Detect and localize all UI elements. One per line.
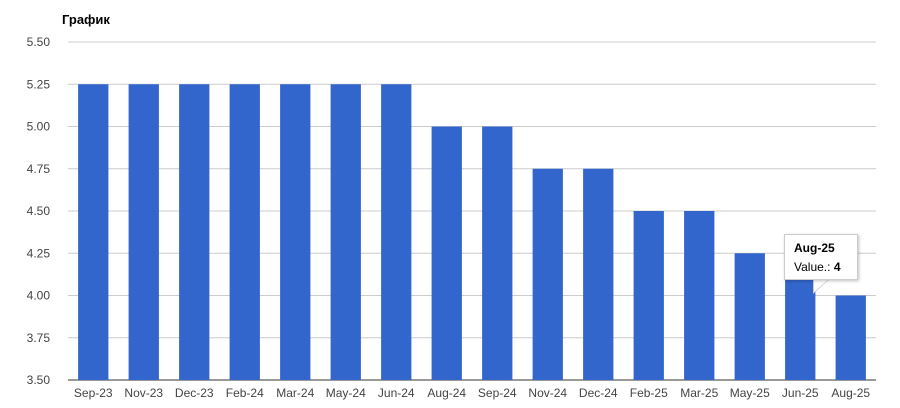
x-tick-label: Jun-25 [782,386,819,400]
x-tick-label: Feb-24 [226,386,264,400]
tooltip-row: Value.: 4 [794,260,841,274]
x-tick-label: Jun-24 [378,386,415,400]
y-tick-label: 3.50 [27,373,51,387]
x-tick-label: May-25 [730,386,770,400]
bar[interactable] [280,84,311,380]
x-tick-label: Nov-23 [124,386,163,400]
x-tick-label: Dec-24 [579,386,618,400]
y-tick-label: 4.75 [27,162,51,176]
bar[interactable] [179,84,210,380]
bar[interactable] [381,84,412,380]
x-tick-label: Dec-23 [175,386,214,400]
x-axis-ticks: Sep-23 Nov-23 Dec-23 Feb-24 Mar-24 May-24 Jun-… [74,386,871,400]
x-tick-label: May-24 [326,386,366,400]
chart-title: График [62,12,110,27]
tooltip-value: 4 [833,260,841,274]
x-tick-label: Nov-24 [528,386,567,400]
x-tick-label: Aug-24 [427,386,466,400]
bar[interactable] [532,168,563,380]
y-axis-ticks: 5.50 5.25 5.00 4.75 4.50 4.25 4.00 3.75 3.50 [27,35,51,387]
tooltip-pointer [814,278,830,292]
bar[interactable] [78,84,109,380]
y-tick-label: 5.50 [27,35,51,49]
bar[interactable] [583,168,614,380]
bar[interactable] [684,211,715,380]
x-tick-label: Mar-24 [276,386,314,400]
x-tick-label: Feb-25 [630,386,668,400]
y-tick-label: 4.50 [27,204,51,218]
y-tick-label: 5.00 [27,120,51,134]
bar[interactable] [128,84,159,380]
x-tick-label: Mar-25 [680,386,718,400]
y-tick-label: 3.75 [27,331,51,345]
bar[interactable] [482,126,513,381]
y-tick-label: 4.25 [27,246,51,260]
y-tick-label: 4.00 [27,289,51,303]
tooltip-label: Value.: [794,260,831,274]
bar[interactable] [835,295,866,381]
x-tick-label: Sep-23 [74,386,113,400]
bar[interactable] [229,84,260,380]
bars [78,84,866,380]
x-tick-label: Sep-24 [478,386,517,400]
bar[interactable] [734,253,765,380]
y-tick-label: 5.25 [27,77,51,91]
bar[interactable] [330,84,361,380]
bar[interactable] [633,211,664,380]
x-tick-label: Aug-25 [831,386,870,400]
bar[interactable] [431,126,462,381]
tooltip: Aug-25 Value.: 4 [784,234,858,280]
tooltip-title: Aug-25 [794,241,835,255]
